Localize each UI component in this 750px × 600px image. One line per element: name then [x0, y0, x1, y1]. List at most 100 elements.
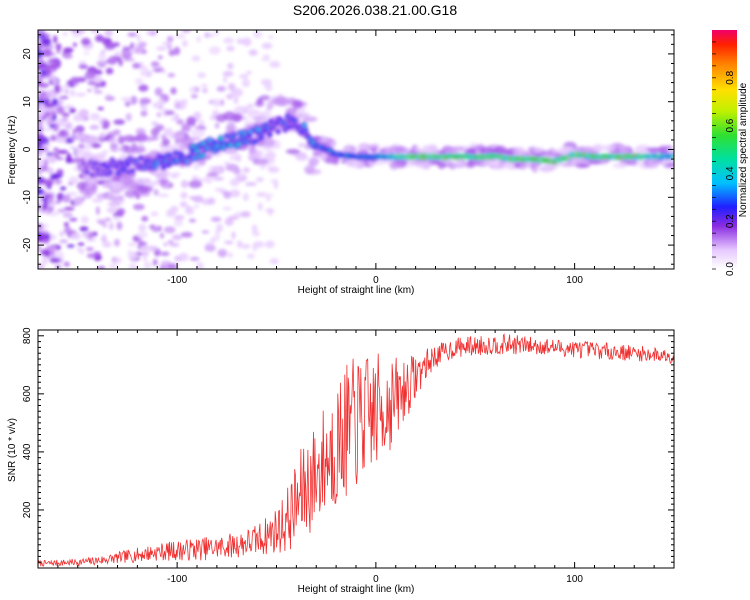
spectrogram-cell — [121, 52, 133, 56]
spectrogram-cell — [223, 37, 235, 44]
spectrogram-cell — [223, 191, 232, 199]
spectrogram-cell — [227, 83, 236, 91]
spectrogram-cell — [275, 129, 281, 134]
spectrogram-cell — [150, 211, 159, 217]
spectrogram-cell — [173, 99, 181, 103]
spectrogram-cell — [206, 172, 219, 177]
spectrogram-cell — [161, 138, 170, 147]
spectrogram-cell — [158, 178, 169, 184]
spectrogram-cell — [269, 60, 281, 68]
spectrogram-cell — [184, 206, 195, 215]
spectrogram-cell — [176, 118, 184, 125]
spectrogram-cell — [87, 88, 92, 93]
spectrogram-cell — [268, 35, 275, 40]
spectrogram-cell — [93, 75, 103, 84]
spectrogram-cell — [197, 72, 207, 79]
spectrogram-cell — [217, 249, 228, 258]
spectrogram-cell — [174, 101, 181, 110]
spectrogram-cell — [169, 242, 180, 247]
spectrogram-cell — [543, 163, 553, 169]
spectrogram-y-tick-label: 10 — [22, 96, 33, 108]
spectrogram-y-label: Frequency (Hz) — [7, 116, 18, 185]
spectrogram-cell — [75, 125, 85, 133]
spectrogram-cell — [70, 89, 76, 97]
spectrogram-cell — [152, 63, 161, 67]
spectrogram-cell — [179, 152, 184, 157]
spectrogram-cell — [227, 252, 233, 259]
spectrogram-cell — [320, 152, 327, 161]
spectrogram-cell — [38, 123, 45, 127]
spectrogram-cell — [95, 206, 100, 215]
spectrogram-cell — [111, 176, 123, 182]
spectrogram-cell — [181, 30, 191, 33]
spectrogram-cell — [75, 92, 87, 97]
spectrogram-cell — [180, 191, 188, 199]
spectrogram-cell — [179, 142, 188, 152]
spectrogram-cell — [114, 50, 121, 57]
spectrogram-cell — [159, 67, 164, 71]
spectrogram-cell — [53, 147, 59, 152]
spectrogram-cell — [42, 37, 52, 47]
spectrogram-cell — [56, 149, 69, 155]
spectrogram-cell — [73, 196, 84, 206]
spectrogram-cell — [512, 148, 526, 156]
spectrogram-cell — [84, 143, 92, 151]
snr-y-tick-label: 400 — [22, 443, 33, 460]
spectrogram-cell — [168, 49, 176, 57]
spectrogram-cell — [94, 90, 103, 94]
spectrogram-cell — [96, 180, 105, 185]
spectrogram-cell — [98, 52, 107, 60]
spectrogram-cell — [229, 189, 241, 198]
spectrogram-cell — [180, 231, 193, 238]
spectrogram-cell — [50, 134, 56, 142]
spectrogram-cell — [193, 162, 201, 171]
spectrogram-cell — [255, 176, 264, 183]
spectrogram-cell — [69, 107, 77, 114]
spectrogram-cell — [253, 115, 268, 122]
spectrogram-cell — [437, 161, 446, 170]
spectrogram-cell — [222, 148, 238, 154]
spectrogram-cell — [89, 124, 100, 130]
spectrogram-cell — [136, 231, 148, 238]
spectrogram-cell — [240, 211, 251, 218]
spectrogram-cell — [64, 226, 72, 235]
spectrogram-cell — [38, 263, 45, 269]
spectrogram-cell — [38, 44, 43, 51]
spectrogram-cell — [108, 56, 118, 65]
spectrogram-cell — [169, 132, 186, 140]
spectrogram-cell — [244, 140, 250, 145]
spectrogram-cell — [158, 98, 165, 107]
snr-x-label: Height of straight line (km) — [298, 584, 415, 595]
spectrogram-cell — [467, 159, 474, 165]
spectrogram-cell — [66, 152, 72, 162]
spectrogram-cell — [164, 226, 176, 234]
spectrogram-cell — [513, 162, 521, 168]
spectrogram-cell — [42, 178, 54, 186]
spectrogram-cell — [47, 210, 60, 217]
spectrogram-cell — [95, 60, 107, 66]
spectrogram-cell — [228, 215, 240, 221]
spectrogram-cell — [591, 144, 606, 152]
colorbar-tick-label: 0.8 — [725, 70, 736, 84]
colorbar-tick-label: 0.2 — [725, 214, 736, 228]
spectrogram-cell — [261, 42, 273, 50]
spectrogram-cell — [455, 161, 463, 166]
spectrogram-cell — [416, 149, 429, 154]
spectrogram-cell — [116, 221, 123, 231]
spectrogram-cell — [190, 94, 198, 99]
spectrogram-cell — [211, 140, 216, 145]
spectrogram-cell — [163, 127, 174, 136]
spectrogram-cell — [62, 31, 68, 36]
spectrogram-cell — [45, 117, 53, 126]
spectrogram-cell — [63, 206, 75, 211]
spectrogram-cell — [104, 96, 116, 101]
spectrogram-cell — [180, 180, 189, 189]
spectrogram-cell — [260, 78, 273, 86]
spectrogram-cell — [38, 198, 44, 203]
colorbar-ticks: 0.0 0.2 0.4 0.6 0.8 — [712, 41, 736, 276]
spectrogram-cell — [110, 146, 126, 151]
spectrogram-cell — [560, 162, 576, 167]
spectrogram-cell — [71, 32, 82, 38]
spectrogram-cell — [65, 192, 78, 196]
